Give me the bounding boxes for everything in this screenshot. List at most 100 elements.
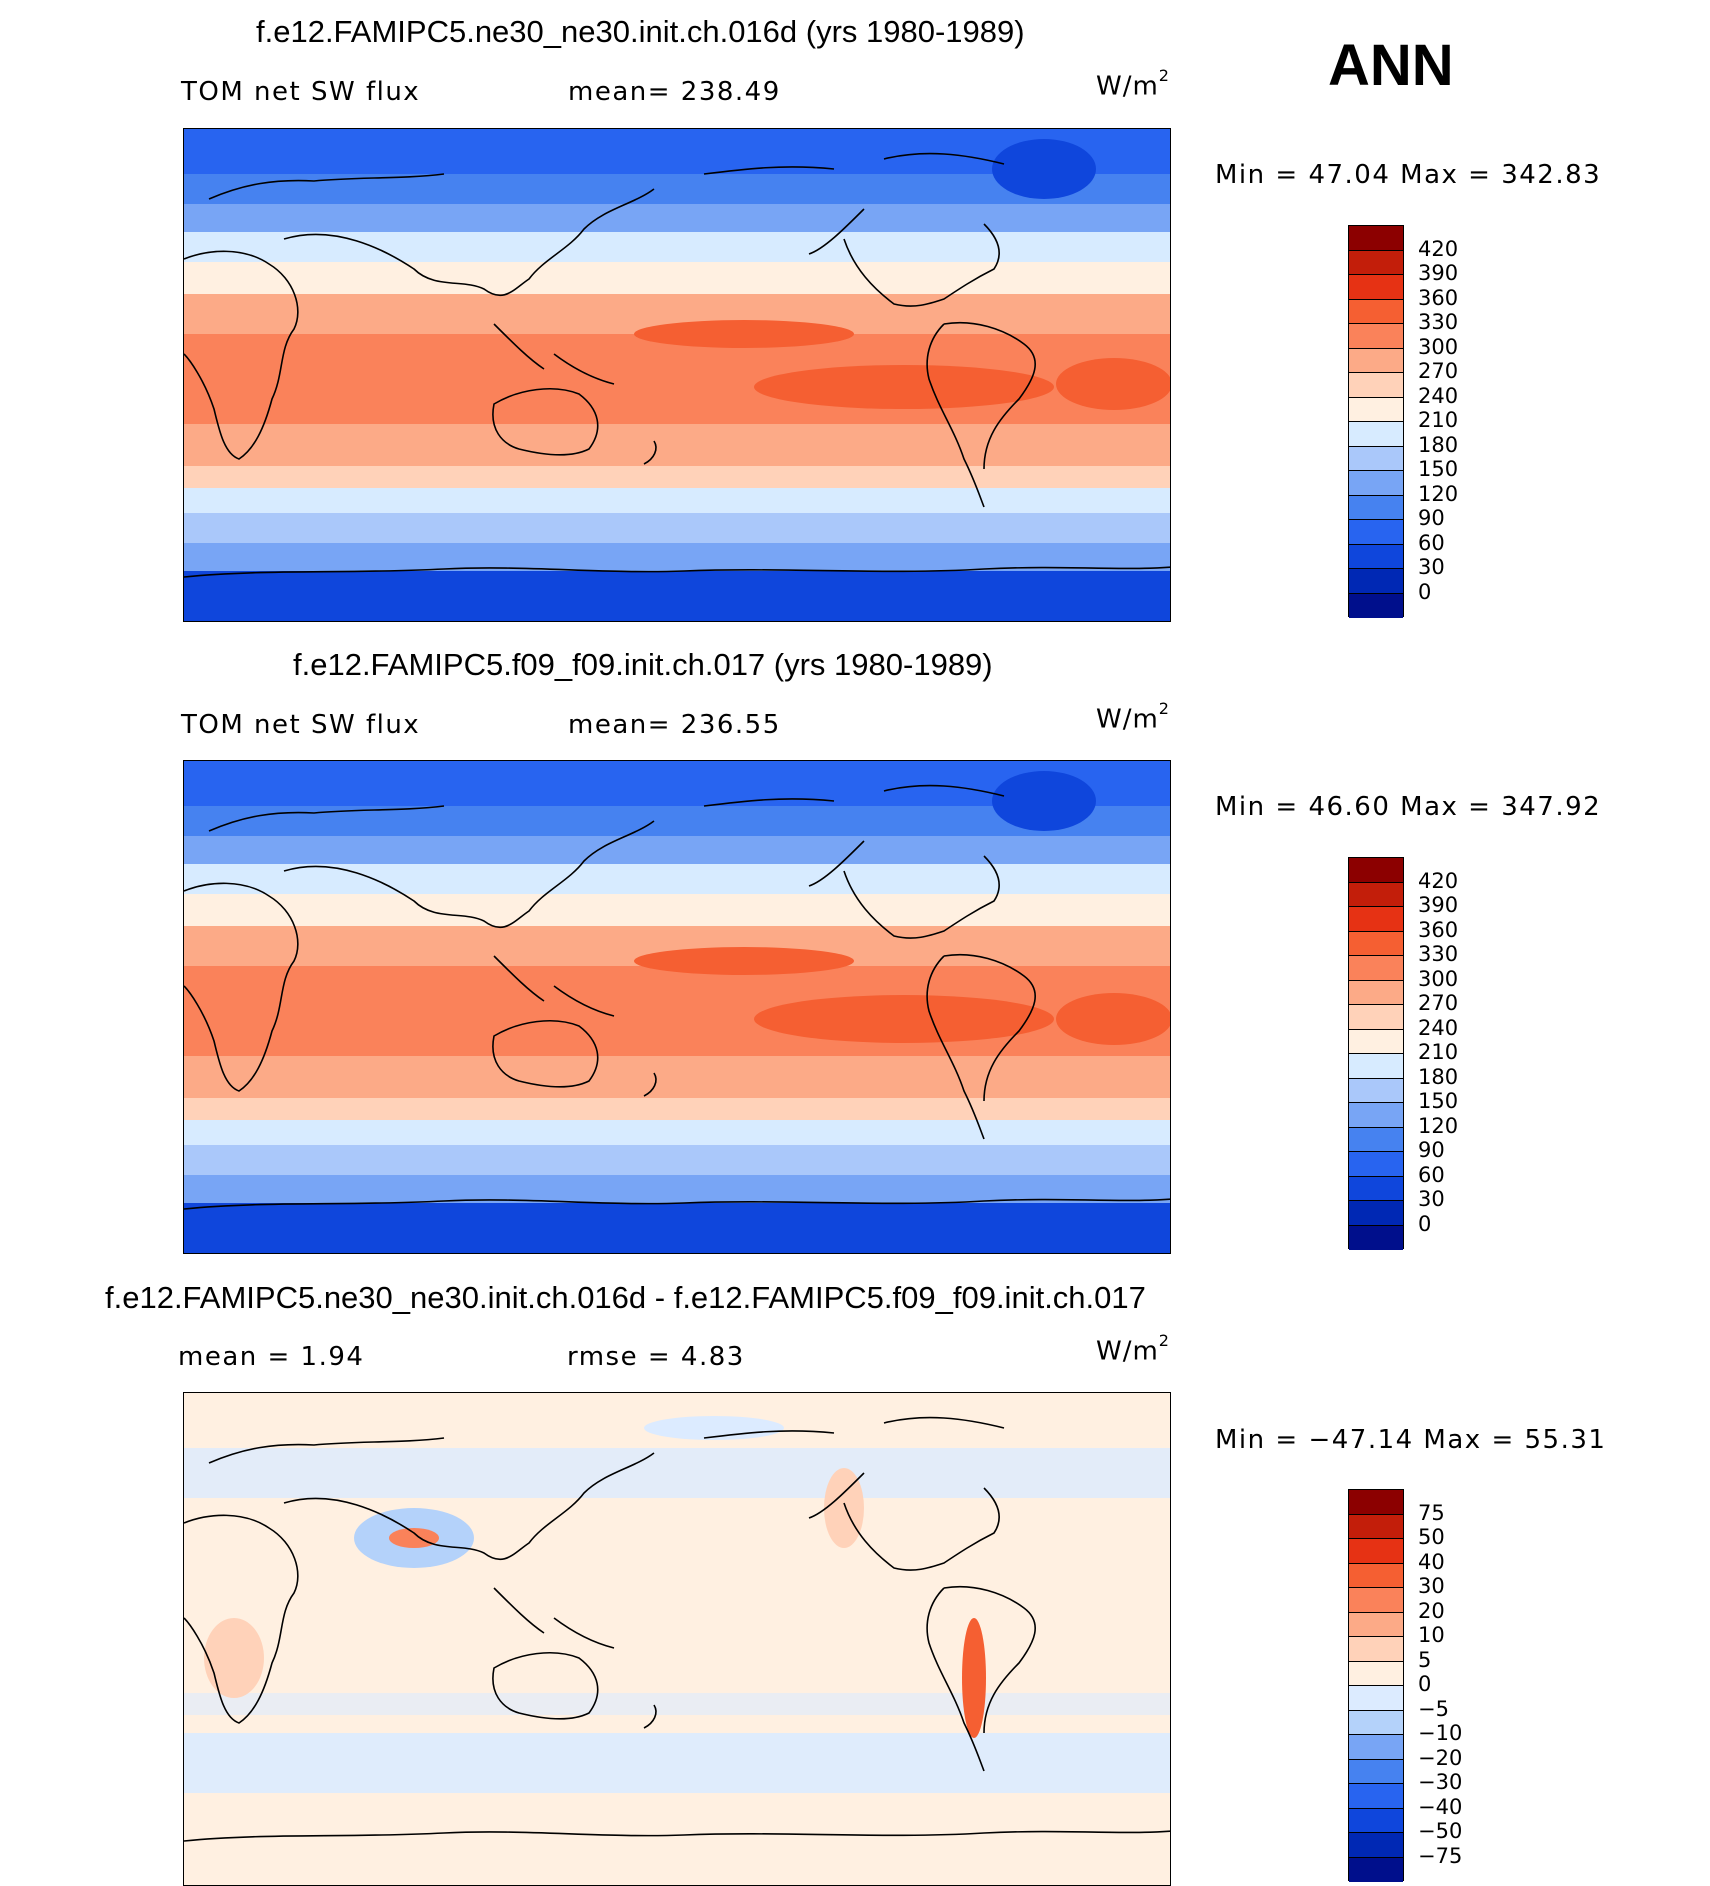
colorbar-segment xyxy=(1349,471,1403,496)
panel3-band-southern-ocean xyxy=(184,1733,1170,1793)
colorbar-tick-label: −30 xyxy=(1418,1770,1463,1794)
panel1-coast-south-america xyxy=(926,321,1036,508)
panel1-band-antarctic xyxy=(184,571,1170,621)
panel1-title: f.e12.FAMIPC5.ne30_ne30.init.ch.016d (yr… xyxy=(256,14,1025,49)
panel3-africa-positive xyxy=(204,1618,264,1698)
panel2-map xyxy=(183,760,1171,1254)
panel2-coast-australia xyxy=(492,1020,599,1088)
colorbar-tick-label: 30 xyxy=(1418,1187,1445,1211)
colorbar-segment xyxy=(1349,1710,1403,1735)
colorbar-segment xyxy=(1349,373,1403,398)
colorbar-segment xyxy=(1349,226,1403,251)
colorbar-segment xyxy=(1349,1539,1403,1564)
colorbar-tick-label: −10 xyxy=(1418,1721,1463,1745)
panel2-band-south-tropic xyxy=(184,1056,1170,1098)
colorbar-segment xyxy=(1349,1029,1403,1054)
colorbar-segment xyxy=(1349,1637,1403,1662)
colorbar-tick-label: 300 xyxy=(1418,966,1459,991)
panel3-title: f.e12.FAMIPC5.ne30_ne30.init.ch.016d - f… xyxy=(105,1280,1146,1315)
panel3-tibet-positive xyxy=(389,1528,439,1548)
panel2-coast-north-america xyxy=(808,840,1000,939)
panel3-minmax: Min = −47.14 Max = 55.31 xyxy=(1215,1425,1607,1455)
colorbar-segment xyxy=(1349,931,1403,956)
panel1-band-south-high xyxy=(184,543,1170,571)
colorbar-tick-label: 40 xyxy=(1418,1549,1445,1574)
panel3-coastlines xyxy=(184,1416,1170,1842)
colorbar-segment xyxy=(1349,1490,1403,1515)
panel3-coast-australia xyxy=(492,1652,599,1720)
panel3-coast-arctic xyxy=(208,1416,1005,1464)
colorbar-segment xyxy=(1349,1127,1403,1152)
panel2-variable-label: TOM net SW flux xyxy=(181,710,421,740)
colorbar-segment xyxy=(1349,1661,1403,1686)
panel2-coast-south-america xyxy=(926,953,1036,1140)
colorbar-tick-label: 420 xyxy=(1418,236,1459,261)
panel1-coast-new-zealand xyxy=(643,440,657,465)
panel1-band-north-subtropic xyxy=(184,232,1170,262)
colorbar-tick-label: −40 xyxy=(1418,1794,1463,1819)
colorbar-tick-label: 420 xyxy=(1418,868,1459,893)
panel1-coastlines xyxy=(184,152,1170,578)
colorbar-segment xyxy=(1349,569,1403,594)
panel1-band-north-mid xyxy=(184,204,1170,232)
colorbar-segment xyxy=(1349,1759,1403,1784)
colorbar-tick-label: 240 xyxy=(1418,383,1459,408)
panel1-coast-arctic xyxy=(208,152,1005,200)
colorbar-segment xyxy=(1349,1078,1403,1103)
colorbar-tick-label: 5 xyxy=(1418,1647,1432,1672)
panel3-coast-new-zealand xyxy=(643,1704,657,1729)
colorbar-segment xyxy=(1349,397,1403,422)
colorbar-tick-label: 360 xyxy=(1418,285,1459,310)
colorbar-tick-label: 210 xyxy=(1418,408,1459,432)
panel3-coast-southeast-asia xyxy=(493,1587,615,1649)
colorbar-tick-label: −75 xyxy=(1418,1843,1463,1868)
panel1-atlantic-maximum xyxy=(1056,358,1170,410)
panel2-colorbar xyxy=(1348,857,1404,1250)
colorbar-tick-label: 20 xyxy=(1418,1598,1445,1623)
colorbar-segment xyxy=(1349,1784,1403,1809)
colorbar-segment xyxy=(1349,956,1403,981)
colorbar-tick-label: 390 xyxy=(1418,893,1459,917)
colorbar-tick-label: 390 xyxy=(1418,261,1459,285)
colorbar-tick-label: 90 xyxy=(1418,506,1445,530)
panel2-coast-antarctica xyxy=(184,1198,1170,1210)
panel1-band-south-warm xyxy=(184,466,1170,488)
colorbar-tick-label: −20 xyxy=(1418,1745,1463,1770)
colorbar-tick-label: 300 xyxy=(1418,334,1459,359)
panel1-pacific-maximum xyxy=(754,365,1054,409)
colorbar-tick-label: 270 xyxy=(1418,359,1459,383)
colorbar-tick-label: 0 xyxy=(1418,1211,1432,1236)
colorbar-tick-label: 240 xyxy=(1418,1015,1459,1040)
panel2-north-pacific-maximum xyxy=(634,947,854,975)
colorbar-segment xyxy=(1349,1176,1403,1201)
colorbar-tick-label: 360 xyxy=(1418,917,1459,942)
panel1-band-north-warm xyxy=(184,262,1170,294)
colorbar-segment xyxy=(1349,593,1403,618)
colorbar-segment xyxy=(1349,1735,1403,1760)
colorbar-tick-label: 10 xyxy=(1418,1623,1445,1647)
panel3-band-south-tropic xyxy=(184,1693,1170,1715)
panel1-mean-label: mean= 238.49 xyxy=(568,77,781,107)
panel2-coast-new-zealand xyxy=(643,1072,657,1097)
panel2-band-south-warm xyxy=(184,1098,1170,1120)
panel2-coast-africa xyxy=(184,882,299,1092)
panel1-band-south-subtropic xyxy=(184,488,1170,513)
colorbar-segment xyxy=(1349,422,1403,447)
colorbar-segment xyxy=(1349,1563,1403,1588)
colorbar-segment xyxy=(1349,348,1403,373)
panel1-coast-australia xyxy=(492,388,599,456)
colorbar-tick-label: 0 xyxy=(1418,579,1432,604)
colorbar-segment xyxy=(1349,1833,1403,1858)
colorbar-segment xyxy=(1349,324,1403,349)
colorbar-segment xyxy=(1349,1152,1403,1177)
colorbar-tick-label: 120 xyxy=(1418,481,1459,506)
panel1-map xyxy=(183,128,1171,622)
colorbar-segment xyxy=(1349,520,1403,545)
colorbar-segment xyxy=(1349,1054,1403,1079)
colorbar-segment xyxy=(1349,882,1403,907)
season-label: ANN xyxy=(1328,33,1454,98)
colorbar-tick-label: 150 xyxy=(1418,457,1459,481)
panel2-band-north-subtropic xyxy=(184,864,1170,894)
colorbar-segment xyxy=(1349,1225,1403,1250)
panel1-coast-north-america xyxy=(808,208,1000,307)
